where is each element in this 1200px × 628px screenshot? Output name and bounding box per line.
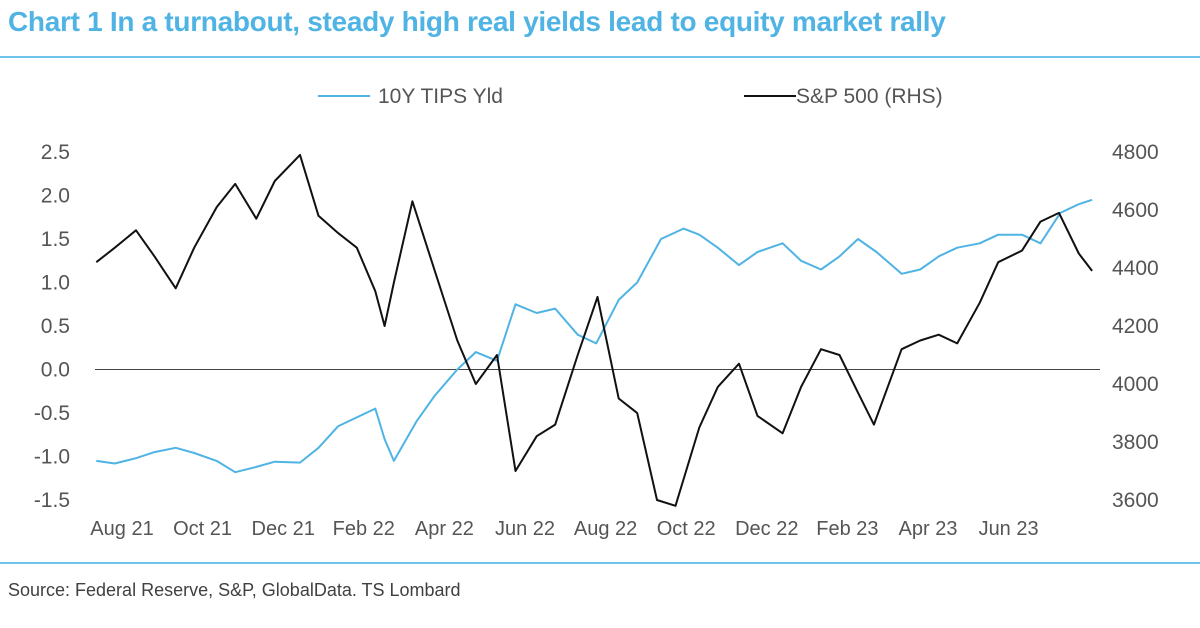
left-axis-tick-label: 1.5	[41, 228, 70, 251]
left-axis-tick-label: -0.5	[34, 402, 70, 425]
legend-label-spx: S&P 500 (RHS)	[796, 85, 943, 108]
right-axis-tick-label: 4000	[1112, 373, 1159, 396]
x-axis-tick-label: Aug 21	[90, 518, 153, 540]
right-axis-tick-label: 4600	[1112, 199, 1159, 222]
x-axis-tick-label: Jun 23	[979, 518, 1039, 540]
title-rule	[0, 56, 1200, 58]
x-axis-tick-label: Apr 22	[415, 518, 474, 540]
x-axis-tick-label: Feb 23	[816, 518, 878, 540]
sp500-line	[95, 153, 1093, 507]
right-axis-tick-label: 3800	[1112, 431, 1159, 454]
source-rule	[0, 562, 1200, 564]
x-axis-tick-label: Feb 22	[333, 518, 395, 540]
left-axis-tick-label: 2.0	[41, 185, 70, 208]
x-axis-tick-label: Oct 22	[657, 518, 716, 540]
right-axis-tick-label: 3600	[1112, 489, 1159, 512]
legend-label-tips: 10Y TIPS Yld	[378, 85, 503, 108]
x-axis-tick-label: Oct 21	[173, 518, 232, 540]
chart-title: Chart 1 In a turnabout, steady high real…	[8, 6, 946, 37]
x-axis-tick-label: Dec 22	[735, 518, 798, 540]
left-axis-tick-label: -1.0	[34, 446, 70, 469]
left-axis-tick-label: 1.0	[41, 272, 70, 295]
left-axis-tick-label: 2.5	[41, 141, 70, 164]
x-axis-tick-label: Dec 21	[252, 518, 315, 540]
right-axis-tick-label: 4800	[1112, 141, 1159, 164]
left-axis-tick-label: 0.0	[41, 359, 70, 382]
x-axis-tick-label: Apr 23	[899, 518, 958, 540]
tips-yield-line	[96, 198, 1093, 474]
chart-svg: 2.5 2.0 1.5 1.0 0.5 0.0 -0.5 -1.0 -1.5 4800 4600 44…	[34, 85, 1159, 540]
source-note: Source: Federal Reserve, S&P, GlobalData…	[8, 580, 461, 600]
left-axis-tick-label: 0.5	[41, 315, 70, 338]
right-axis-tick-label: 4400	[1112, 257, 1159, 280]
x-axis-tick-label: Aug 22	[574, 518, 637, 540]
x-axis-tick-label: Jun 22	[495, 518, 555, 540]
left-axis-tick-label: -1.5	[34, 489, 70, 512]
right-axis-tick-label: 4200	[1112, 315, 1159, 338]
